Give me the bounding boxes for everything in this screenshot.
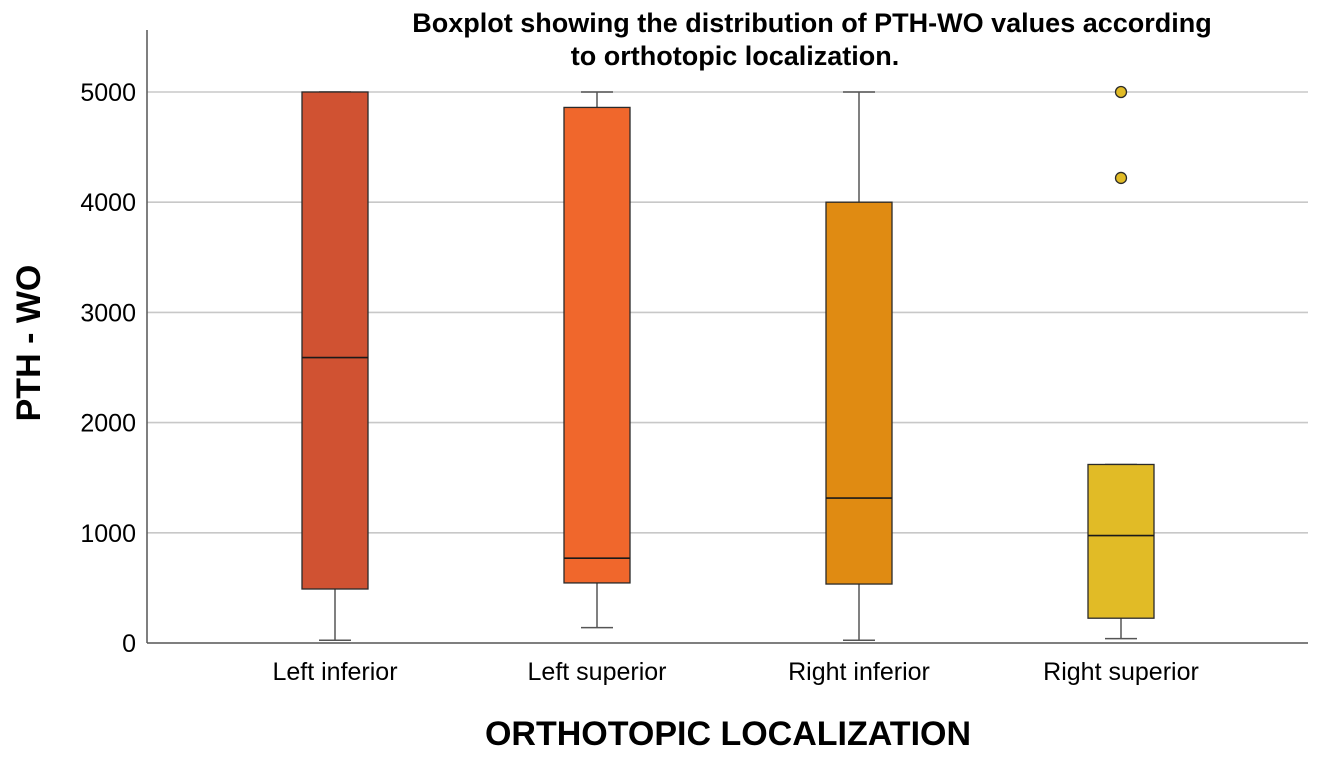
y-tick-label: 3000: [80, 299, 136, 327]
box-3: [1087, 85, 1155, 640]
iqr-box: [563, 106, 631, 584]
x-category-labels: Left inferior Left superior Right inferior…: [272, 658, 1198, 686]
boxes: [301, 85, 1155, 641]
iqr-box: [825, 201, 893, 585]
x-axis-title: ORTHOTOPIC LOCALIZATION: [485, 715, 971, 753]
box-1: [563, 91, 631, 629]
box-2: [825, 91, 893, 641]
y-tick-labels: 0 1000 2000 3000 4000 5000: [80, 79, 136, 658]
x-category-label: Right superior: [1043, 658, 1199, 686]
outlier-point: [1114, 85, 1128, 99]
iqr-box: [301, 91, 369, 590]
x-category-label: Right inferior: [788, 658, 930, 686]
chart-title-line-1: Boxplot showing the distribution of PTH-…: [412, 8, 1212, 38]
outlier-point: [1114, 171, 1128, 185]
y-axis-title: PTH - WO: [10, 265, 48, 422]
iqr-box: [1087, 463, 1155, 619]
x-category-label: Left superior: [528, 658, 667, 686]
box-0: [301, 91, 369, 641]
axes: [146, 30, 1308, 644]
y-tick-label: 5000: [80, 79, 136, 107]
x-category-label: Left inferior: [272, 658, 397, 686]
chart-title-line-2: to orthotopic localization.: [571, 41, 899, 71]
y-tick-label: 2000: [80, 410, 136, 438]
y-tick-label: 4000: [80, 189, 136, 217]
y-tick-label: 0: [122, 630, 136, 658]
y-tick-label: 1000: [80, 520, 136, 548]
